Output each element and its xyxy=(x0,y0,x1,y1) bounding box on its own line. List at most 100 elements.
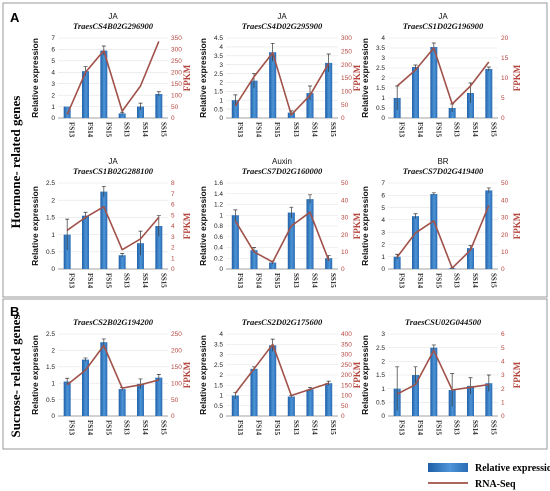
section-a-frame xyxy=(2,2,548,298)
x-tick-FS13: FS13 xyxy=(398,273,406,289)
y2-tick-label: 4 xyxy=(501,359,505,366)
x-tick-FS14: FS14 xyxy=(255,122,263,138)
y-tick-label: 1 xyxy=(219,97,223,104)
y-tick-label: 1 xyxy=(381,386,385,393)
y2-tick-label: 5 xyxy=(501,95,505,102)
y-axis-title: Relative expression xyxy=(198,186,208,266)
y2-tick-label: 300 xyxy=(341,352,352,359)
bar-SS15 xyxy=(485,190,493,269)
y2-tick-label: 200 xyxy=(341,372,352,379)
y-tick-label: 1 xyxy=(51,104,55,111)
y-tick-label: 0.5 xyxy=(46,397,55,404)
y2-axis-title: FPKM xyxy=(182,64,192,91)
bar-FS13 xyxy=(63,234,71,269)
error-bar xyxy=(486,187,491,193)
error-bar xyxy=(486,66,491,71)
error-bar xyxy=(65,377,70,385)
y2-tick-label: 7 xyxy=(171,191,175,198)
y2-tick-label: 0 xyxy=(341,413,345,420)
error-bar xyxy=(120,111,125,115)
error-bar xyxy=(308,194,312,204)
y-tick-label: 2 xyxy=(51,197,55,204)
y-tick-label: 1.4 xyxy=(214,191,223,198)
x-tick-FS13: FS13 xyxy=(236,273,244,289)
y2-tick-label: 4 xyxy=(171,223,175,230)
x-tick-SS14: SS14 xyxy=(471,420,479,435)
bar-FS15 xyxy=(269,262,277,269)
error-bar xyxy=(289,206,294,218)
y2-tick-label: 150 xyxy=(171,81,182,88)
bar-FS13 xyxy=(63,106,71,118)
y2-tick-label: 40 xyxy=(501,197,509,204)
panel-gene-title: TraesCS4D02G295900 xyxy=(242,21,323,31)
y-tick-label: 0 xyxy=(219,266,223,273)
bar-FS14 xyxy=(82,215,89,269)
y2-tick-label: 100 xyxy=(171,380,182,387)
bar-FS15 xyxy=(430,347,438,416)
x-tick-FS13: FS13 xyxy=(236,122,244,138)
legend: Relative expression RNA-Seq xyxy=(428,463,550,490)
bar-SS13 xyxy=(287,396,295,416)
y-tick-label: 0 xyxy=(219,115,223,122)
y-tick-label: 0.5 xyxy=(214,403,223,410)
y2-axis-title: FPKM xyxy=(512,64,522,91)
y-tick-label: 4 xyxy=(219,331,223,338)
rna-seq-line xyxy=(66,41,160,115)
y2-axis-title: FPKM xyxy=(182,361,192,388)
bar-SS15 xyxy=(325,383,333,416)
x-tick-FS14: FS14 xyxy=(255,273,263,289)
error-bar xyxy=(431,344,436,351)
error-bar xyxy=(308,85,312,101)
y-tick-label: 3 xyxy=(219,352,223,359)
y2-axis-title: FPKM xyxy=(352,212,362,239)
y2-tick-label: 0 xyxy=(171,266,175,273)
y-tick-label: 2 xyxy=(381,359,385,366)
x-tick-SS15: SS15 xyxy=(489,273,497,288)
y-tick-label: 1.2 xyxy=(214,202,223,209)
y-tick-label: 3.5 xyxy=(214,341,223,348)
panel-gene-title: TraesCS4B02G296900 xyxy=(73,21,154,31)
x-tick-SS15: SS15 xyxy=(159,273,167,288)
y-axis-title: Relative expression xyxy=(30,335,40,415)
y2-tick-label: 3 xyxy=(171,234,175,241)
x-tick-SS13: SS13 xyxy=(453,273,461,288)
y-tick-label: 1.5 xyxy=(214,89,223,96)
y-tick-label: 0 xyxy=(381,115,385,122)
y2-tick-label: 50 xyxy=(341,403,349,410)
y2-tick-label: 400 xyxy=(341,331,352,338)
error-bar xyxy=(156,373,161,381)
bar-SS15 xyxy=(155,226,163,269)
y-tick-label: 7 xyxy=(381,180,385,187)
y2-tick-label: 50 xyxy=(341,180,349,187)
y-tick-label: 2.5 xyxy=(376,345,385,352)
rna-seq-line xyxy=(234,51,330,116)
section-b-letter: B xyxy=(10,304,19,319)
y2-tick-label: 10 xyxy=(341,249,349,256)
error-bar xyxy=(138,102,143,110)
y-tick-label: 0.8 xyxy=(214,223,223,230)
y2-tick-label: 0 xyxy=(171,115,175,122)
x-tick-FS15: FS15 xyxy=(434,273,442,289)
error-bar xyxy=(326,53,331,72)
y-tick-label: 1 xyxy=(51,232,55,239)
panel-gene-title: TraesCS1D02G196900 xyxy=(403,21,484,31)
y-tick-label: 2 xyxy=(381,75,385,82)
y-tick-label: 2 xyxy=(219,372,223,379)
bar-FS14 xyxy=(250,80,258,118)
y2-tick-label: 20 xyxy=(501,35,509,42)
y2-axis-title: FPKM xyxy=(512,212,522,239)
y2-tick-label: 3 xyxy=(501,372,505,379)
y-tick-label: 2 xyxy=(51,348,55,355)
x-tick-SS13: SS13 xyxy=(123,273,131,288)
y-tick-label: 3 xyxy=(381,331,385,338)
rna-seq-line xyxy=(66,205,160,251)
section-b-frame xyxy=(2,298,548,450)
y-tick-label: 0.5 xyxy=(214,106,223,113)
y2-tick-label: 250 xyxy=(341,49,352,56)
y2-tick-label: 10 xyxy=(501,249,509,256)
y-tick-label: 3 xyxy=(51,81,55,88)
y2-tick-label: 250 xyxy=(171,331,182,338)
bar-SS14 xyxy=(306,93,314,118)
y-tick-label: 0.4 xyxy=(214,245,223,252)
